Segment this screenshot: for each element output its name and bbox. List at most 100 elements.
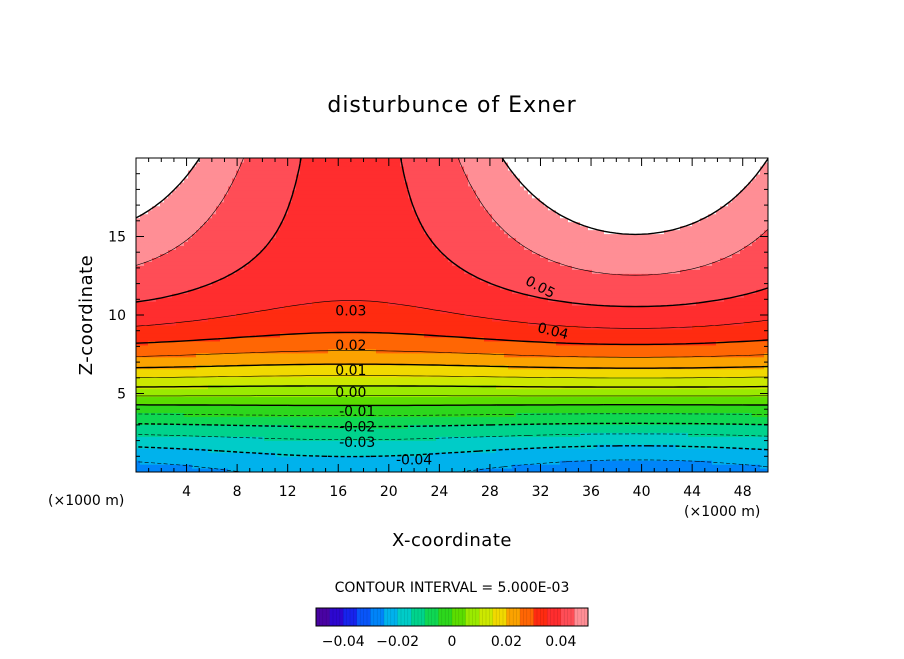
contour-band-cell	[200, 420, 205, 425]
contour-band-cell	[208, 468, 213, 472]
contour-band-cell	[632, 368, 637, 374]
contour-band-cell	[324, 444, 329, 449]
contour-band-cell	[600, 440, 605, 445]
contour-band-cell	[296, 360, 301, 366]
contour-band-cell	[268, 344, 273, 350]
contour-band-cell	[588, 428, 593, 433]
contour-band-cell	[480, 380, 485, 386]
contour-band-cell	[220, 344, 225, 350]
contour-band-cell	[412, 428, 417, 433]
contour-band-cell	[456, 364, 461, 370]
contour-band-cell	[220, 436, 225, 441]
contour-band-cell	[140, 372, 145, 378]
contour-band-cell	[212, 372, 217, 378]
contour-band-cell	[236, 444, 241, 449]
contour-band-cell	[520, 436, 525, 441]
contour-band-cell	[204, 400, 209, 406]
contour-band-cell	[324, 352, 329, 358]
contour-band-cell	[652, 348, 657, 354]
contour-band-cell	[232, 440, 237, 445]
contour-band-cell	[204, 368, 209, 374]
contour-band-cell	[484, 444, 489, 449]
contour-band-cell	[712, 456, 717, 461]
contour-band-cell	[216, 420, 221, 425]
contour-band-cell	[568, 404, 573, 409]
contour-band-cell	[412, 368, 417, 374]
contour-band-cell	[416, 448, 421, 453]
contour-band-cell	[248, 344, 253, 350]
contour-band-cell	[352, 348, 357, 354]
contour-band-cell	[648, 360, 653, 366]
contour-band-cell	[464, 416, 469, 421]
contour-band-cell	[560, 400, 565, 406]
contour-band-cell	[596, 436, 601, 441]
contour-band-cell	[720, 444, 725, 449]
contour-band-cell	[732, 376, 737, 382]
contour-band-cell	[280, 392, 285, 398]
contour-band-cell	[696, 440, 701, 445]
contour-band-cell	[764, 456, 768, 461]
contour-band-cell	[528, 404, 533, 409]
contour-band-cell	[532, 452, 537, 457]
contour-band-cell	[760, 396, 765, 402]
contour-band-cell	[288, 396, 293, 402]
contour-band-cell	[376, 360, 381, 366]
contour-band-cell	[348, 356, 353, 362]
contour-band-cell	[544, 408, 549, 413]
contour-band-cell	[252, 344, 257, 350]
contour-band-cell	[436, 364, 441, 370]
contour-band-cell	[364, 416, 369, 421]
contour-band-cell	[436, 468, 441, 472]
contour-band-cell	[372, 388, 377, 394]
contour-band-cell	[296, 448, 301, 453]
contour-band-cell	[180, 424, 185, 429]
contour-band-cell	[140, 468, 145, 472]
contour-band-cell	[668, 436, 673, 441]
contour-band-cell	[628, 428, 633, 433]
contour-band-cell	[280, 456, 285, 461]
contour-band-cell	[268, 448, 273, 453]
contour-band-cell	[256, 396, 261, 402]
contour-band-cell	[616, 412, 621, 417]
contour-band-cell	[440, 460, 445, 465]
contour-band-cell	[392, 408, 397, 413]
contour-band-cell	[576, 460, 581, 465]
contour-band-cell	[472, 344, 477, 350]
contour-band-cell	[392, 436, 397, 441]
contour-band-cell	[220, 380, 225, 386]
contour-band-cell	[444, 360, 449, 366]
contour-band-cell	[196, 372, 201, 378]
contour-band-cell	[408, 384, 413, 390]
contour-band-cell	[744, 400, 749, 406]
contour-band-cell	[168, 456, 173, 461]
contour-band-cell	[576, 352, 581, 358]
contour-band-cell	[552, 448, 557, 453]
contour-band-cell	[444, 464, 449, 469]
contour-band-cell	[744, 444, 749, 449]
contour-band-cell	[708, 408, 713, 413]
contour-band-cell	[148, 440, 153, 445]
contour-band-cell	[684, 436, 689, 441]
contour-band-cell	[416, 456, 421, 461]
contour-band-cell	[152, 412, 157, 417]
contour-band-cell	[316, 392, 321, 398]
contour-band-cell	[396, 400, 401, 406]
contour-band-cell	[692, 432, 697, 437]
contour-band-cell	[240, 424, 245, 429]
contour-band-cell	[504, 428, 509, 433]
contour-band-cell	[444, 444, 449, 449]
contour-band-cell	[156, 428, 161, 433]
contour-band-cell	[536, 372, 541, 378]
contour-band-cell	[432, 392, 437, 398]
contour-band-cell	[716, 396, 721, 402]
contour-band-cell	[648, 456, 653, 461]
contour-band-cell	[316, 368, 321, 374]
contour-band-cell	[740, 412, 745, 417]
contour-band-cell	[612, 464, 617, 469]
contour-band-cell	[316, 468, 321, 472]
contour-band-cell	[380, 404, 385, 409]
contour-band-cell	[536, 420, 541, 425]
contour-band-cell	[624, 440, 629, 445]
contour-band-cell	[488, 380, 493, 386]
contour-band-cell	[600, 376, 605, 382]
